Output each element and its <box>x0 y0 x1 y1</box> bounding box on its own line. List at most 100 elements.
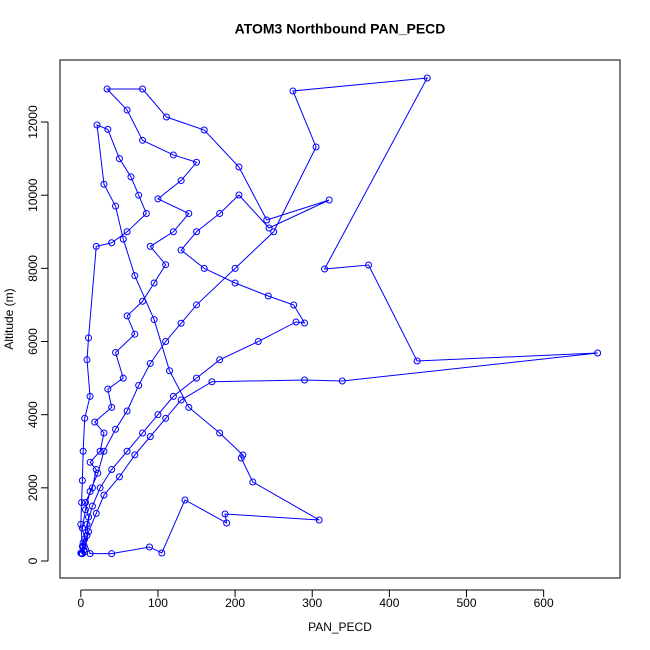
data-point <box>100 429 108 437</box>
data-point <box>86 458 94 466</box>
data-point <box>92 509 100 517</box>
data-point <box>78 550 86 558</box>
data-point <box>150 279 158 287</box>
data-point <box>365 261 373 269</box>
data-point <box>93 121 101 129</box>
data-point <box>169 392 177 400</box>
data-point <box>223 519 231 527</box>
x-tick-label: 400 <box>379 596 399 610</box>
data-point <box>301 319 309 327</box>
data-point <box>177 319 185 327</box>
data-point <box>81 535 89 543</box>
data-point <box>83 531 91 539</box>
data-point <box>264 292 272 300</box>
data-point <box>115 473 123 481</box>
data-point <box>162 261 170 269</box>
data-point <box>85 513 93 521</box>
y-tick-label: 8000 <box>26 255 40 282</box>
data-point <box>78 477 86 485</box>
data-point <box>123 407 131 415</box>
data-point <box>139 429 147 437</box>
data-point <box>78 524 86 532</box>
data-point <box>263 216 271 224</box>
data-point <box>423 74 431 82</box>
data-point <box>321 265 329 273</box>
y-tick-label: 2000 <box>26 474 40 501</box>
data-point <box>91 418 99 426</box>
data-point <box>292 318 300 326</box>
data-point <box>100 180 108 188</box>
data-point <box>413 357 421 365</box>
data-point <box>177 177 185 185</box>
data-point <box>193 228 201 236</box>
data-point <box>78 542 86 550</box>
data-point <box>200 126 208 134</box>
data-point <box>208 378 216 386</box>
data-point <box>231 264 239 272</box>
data-point <box>177 246 185 254</box>
data-point <box>193 301 201 309</box>
data-point <box>81 498 89 506</box>
data-point <box>162 113 170 121</box>
data-point <box>169 151 177 159</box>
data-point <box>315 516 323 524</box>
series-line <box>80 77 598 555</box>
data-point <box>123 447 131 455</box>
data-point <box>216 209 224 217</box>
data-point <box>115 155 123 163</box>
data-point <box>131 272 139 280</box>
data-point <box>104 385 112 393</box>
data-point <box>231 279 239 287</box>
data-point <box>79 539 87 547</box>
data-point <box>96 447 104 455</box>
data-point <box>86 487 94 495</box>
data-point <box>131 451 139 459</box>
data-point <box>235 191 243 199</box>
data-point <box>86 392 94 400</box>
data-point <box>135 191 143 199</box>
chart-title: ATOM3 Northbound PAN_PECD <box>235 21 446 37</box>
data-point <box>88 502 96 510</box>
data-point <box>142 209 150 217</box>
data-point <box>221 510 229 518</box>
data-point <box>135 381 143 389</box>
data-point <box>181 496 189 504</box>
y-tick-label: 6000 <box>26 328 40 355</box>
data-point <box>312 143 320 151</box>
data-point <box>83 356 91 364</box>
data-point <box>301 376 309 384</box>
data-point <box>162 414 170 422</box>
y-tick-label: 10000 <box>26 178 40 212</box>
data-point <box>235 163 243 171</box>
data-point <box>338 377 346 385</box>
data-point <box>325 196 333 204</box>
data-point <box>154 195 162 203</box>
data-point <box>166 367 174 375</box>
x-tick-label: 500 <box>456 596 476 610</box>
data-point <box>112 425 120 433</box>
data-point <box>139 85 147 93</box>
y-tick-label: 0 <box>26 557 40 564</box>
x-tick-label: 600 <box>534 596 554 610</box>
data-point <box>100 491 108 499</box>
data-point <box>162 338 170 346</box>
data-point <box>85 528 93 536</box>
data-point <box>108 466 116 474</box>
y-axis-label: Altitude (m) <box>2 288 16 349</box>
x-tick-label: 100 <box>148 596 168 610</box>
data-point <box>92 242 100 250</box>
data-point <box>112 348 120 356</box>
data-point <box>100 447 108 455</box>
data-point <box>127 173 135 181</box>
data-point <box>158 549 166 557</box>
data-point <box>150 316 158 324</box>
y-tick-label: 12000 <box>26 105 40 139</box>
x-tick-label: 300 <box>302 596 322 610</box>
x-tick-label: 0 <box>77 596 84 610</box>
x-axis-label: PAN_PECD <box>308 620 372 634</box>
data-point <box>146 433 154 441</box>
data-point <box>119 374 127 382</box>
data-point <box>108 403 116 411</box>
data-point <box>86 550 94 558</box>
